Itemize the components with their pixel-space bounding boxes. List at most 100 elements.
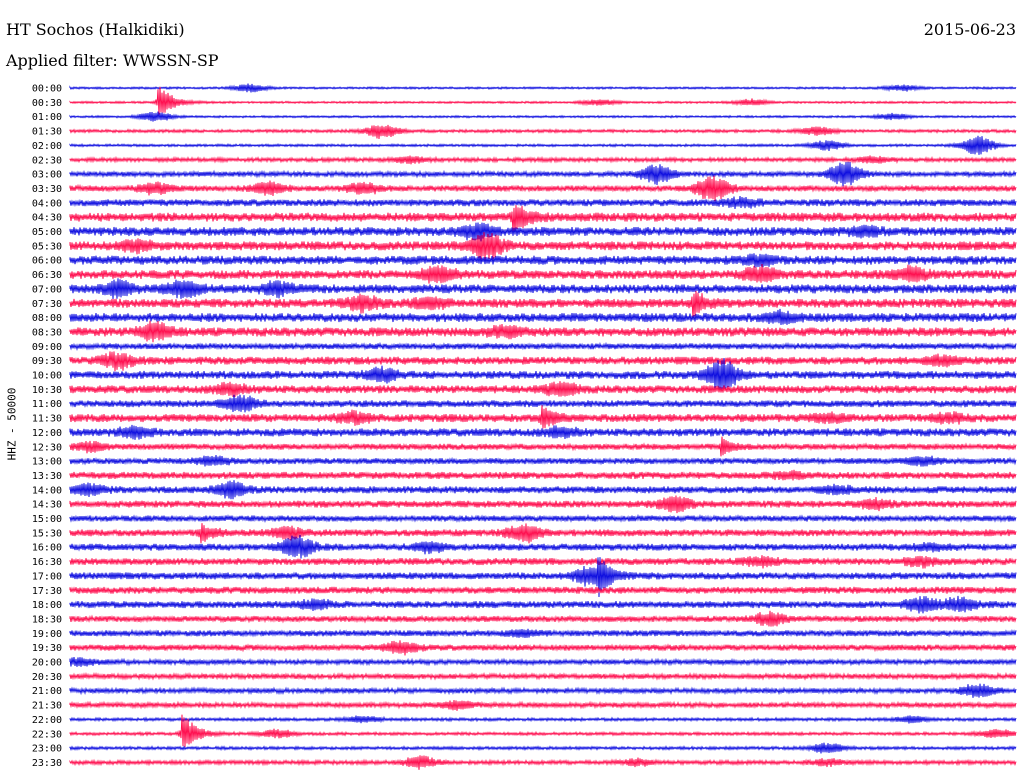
trace-0930 [69, 351, 1017, 372]
trace-2300 [69, 742, 1017, 754]
trace-1800 [69, 595, 1017, 614]
row-label-0830: 08:30 [32, 327, 62, 338]
row-label-1530: 15:30 [32, 528, 62, 539]
row-label-0900: 09:00 [32, 342, 62, 353]
trace-1330 [69, 469, 1017, 481]
trace-2130 [69, 700, 1017, 711]
trace-1900 [69, 628, 1017, 638]
trace-2200 [69, 715, 1017, 724]
row-label-0230: 02:30 [32, 155, 62, 166]
trace-0200 [69, 135, 1017, 155]
row-label-1030: 10:30 [32, 385, 62, 396]
trace-1030 [69, 381, 1017, 398]
station-title: HT Sochos (Halkidiki) [6, 20, 185, 39]
row-label-1930: 19:30 [32, 643, 62, 654]
trace-0500 [69, 222, 1017, 242]
row-label-1730: 17:30 [32, 586, 62, 597]
row-label-1630: 16:30 [32, 557, 62, 568]
trace-0130 [69, 124, 1017, 140]
trace-1000 [69, 357, 1017, 390]
row-label-1430: 14:30 [32, 500, 62, 511]
row-label-group: 00:00 00:30 01:00 01:30 02:00 02:30 03:00 03:30… [32, 84, 62, 769]
row-label-0600: 06:00 [32, 256, 62, 267]
row-label-2030: 20:30 [32, 672, 62, 683]
row-label-1400: 14:00 [32, 485, 62, 496]
trace-1830 [69, 610, 1017, 627]
row-label-1130: 11:30 [32, 414, 62, 425]
row-label-1500: 15:00 [32, 514, 62, 525]
trace-0600 [69, 253, 1017, 268]
row-label-0800: 08:00 [32, 313, 62, 324]
row-label-2100: 21:00 [32, 686, 62, 697]
trace-1430 [69, 495, 1017, 514]
filter-label: Applied filter: WWSSN-SP [6, 51, 219, 70]
row-label-1600: 16:00 [32, 543, 62, 554]
trace-2100 [69, 683, 1017, 698]
row-label-0030: 00:30 [32, 98, 62, 109]
trace-1600 [69, 534, 1017, 559]
trace-0330 [69, 175, 1017, 202]
row-label-2200: 22:00 [32, 715, 62, 726]
trace-1230 [69, 436, 1017, 457]
row-label-1100: 11:00 [32, 399, 62, 410]
row-label-2130: 21:30 [32, 701, 62, 712]
trace-1500 [69, 513, 1017, 524]
row-label-0130: 01:30 [32, 127, 62, 138]
trace-2230 [69, 714, 1017, 747]
trace-0800 [69, 308, 1017, 326]
row-label-0300: 03:00 [32, 170, 62, 181]
row-label-0330: 03:30 [32, 184, 62, 195]
date-label: 2015-06-23 [923, 20, 1016, 39]
trace-0830 [69, 320, 1017, 343]
row-label-1300: 13:00 [32, 457, 62, 468]
row-label-0500: 05:00 [32, 227, 62, 238]
trace-0300 [69, 161, 1017, 187]
row-label-0100: 01:00 [32, 112, 62, 123]
trace-1930 [69, 640, 1017, 656]
trace-group [69, 83, 1017, 770]
trace-2330 [69, 755, 1017, 770]
row-label-0000: 00:00 [32, 84, 62, 95]
row-label-0530: 05:30 [32, 241, 62, 252]
trace-2000 [69, 657, 1017, 667]
row-label-2000: 20:00 [32, 658, 62, 669]
trace-1700 [69, 557, 1017, 598]
row-label-1000: 10:00 [32, 371, 62, 382]
row-label-0700: 07:00 [32, 284, 62, 295]
row-label-0730: 07:30 [32, 299, 62, 310]
row-label-0430: 04:30 [32, 213, 62, 224]
trace-1100 [69, 394, 1017, 413]
row-label-1700: 17:00 [32, 571, 62, 582]
trace-1400 [69, 480, 1017, 500]
row-label-0400: 04:00 [32, 198, 62, 209]
trace-0530 [69, 232, 1017, 261]
trace-0230 [69, 155, 1017, 165]
row-label-0930: 09:30 [32, 356, 62, 367]
trace-1130 [69, 405, 1017, 429]
row-label-0200: 02:00 [32, 141, 62, 152]
trace-0430 [69, 205, 1017, 234]
row-label-0630: 06:30 [32, 270, 62, 281]
row-label-2300: 23:00 [32, 744, 62, 755]
trace-0100 [69, 111, 1017, 122]
trace-1300 [69, 454, 1017, 467]
trace-1730 [69, 585, 1017, 595]
row-label-1200: 12:00 [32, 428, 62, 439]
trace-1530 [69, 523, 1017, 544]
trace-0900 [69, 341, 1017, 351]
trace-0000 [69, 83, 1017, 93]
trace-1200 [69, 424, 1017, 440]
trace-2030 [69, 671, 1017, 681]
row-label-1830: 18:30 [32, 614, 62, 625]
trace-0730 [69, 290, 1017, 319]
row-label-1900: 19:00 [32, 629, 62, 640]
trace-1630 [69, 555, 1017, 569]
trace-0700 [69, 278, 1017, 300]
row-label-1230: 12:30 [32, 442, 62, 453]
trace-0030 [69, 86, 1017, 115]
row-label-2230: 22:30 [32, 729, 62, 740]
row-label-1800: 18:00 [32, 600, 62, 611]
trace-0630 [69, 263, 1017, 284]
row-label-1330: 13:30 [32, 471, 62, 482]
